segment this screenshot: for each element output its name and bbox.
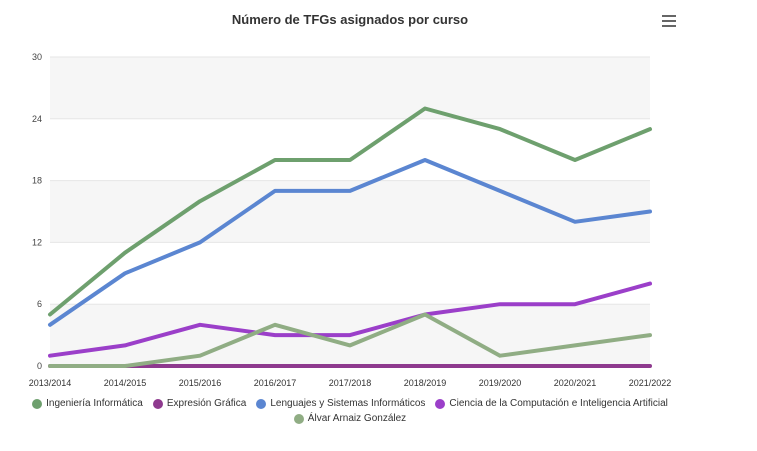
legend-row: Álvar Arnaiz González	[0, 411, 700, 426]
plot-bands	[50, 57, 650, 366]
legend-label: Expresión Gráfica	[166, 398, 247, 409]
legend-item[interactable]: Lenguajes y Sistemas Informáticos	[256, 398, 425, 409]
y-tick-label: 6	[37, 299, 42, 309]
x-tick-label: 2017/2018	[329, 378, 372, 388]
y-tick-label: 18	[32, 176, 42, 186]
legend-label: Álvar Arnaiz González	[307, 413, 407, 424]
series-line[interactable]	[48, 158, 652, 327]
chart-legend: Ingeniería Informática Expresión Gráfica L…	[0, 396, 700, 426]
series-line[interactable]	[48, 281, 652, 358]
x-tick-label: 2020/2021	[554, 378, 597, 388]
x-tick-label: 2014/2015	[104, 378, 147, 388]
x-tick-label: 2021/2022	[629, 378, 672, 388]
legend-label: Lenguajes y Sistemas Informáticos	[270, 398, 426, 409]
series-lines	[48, 106, 652, 368]
legend-item[interactable]: Álvar Arnaiz González	[293, 413, 407, 424]
legend-item[interactable]: Ingeniería Informática	[32, 398, 143, 409]
x-tick-label: 2018/2019	[404, 378, 447, 388]
legend-item[interactable]: Expresión Gráfica	[152, 398, 247, 409]
x-tick-label: 2016/2017	[254, 378, 297, 388]
legend-label: Ingeniería Informática	[46, 398, 143, 409]
legend-label: Ciencia de la Computación e Inteligencia…	[449, 398, 668, 409]
legend-row: Ingeniería Informática Expresión Gráfica L…	[0, 396, 700, 411]
hamburger-menu-icon[interactable]	[660, 12, 678, 28]
series-line[interactable]	[48, 106, 652, 317]
legend-marker-icon	[293, 413, 304, 424]
legend-marker-icon	[256, 398, 267, 409]
x-axis-ticks: 2013/2014 2014/2015 2015/2016 2016/2017 2017…	[29, 378, 672, 388]
y-tick-label: 30	[32, 52, 42, 62]
y-tick-label: 12	[32, 237, 42, 247]
x-tick-label: 2015/2016	[179, 378, 222, 388]
y-tick-label: 0	[37, 361, 42, 371]
y-axis-ticks: 0 6 12 18 24 30	[32, 52, 42, 371]
legend-marker-icon	[152, 398, 163, 409]
x-tick-label: 2019/2020	[479, 378, 522, 388]
legend-marker-icon	[32, 398, 43, 409]
legend-marker-icon	[435, 398, 446, 409]
chart-title: Número de TFGs asignados por curso	[231, 12, 469, 27]
series-line[interactable]	[48, 312, 652, 368]
legend-item[interactable]: Ciencia de la Computación e Inteligencia…	[435, 398, 668, 409]
plot-band	[50, 57, 650, 119]
x-tick-label: 2013/2014	[29, 378, 72, 388]
y-tick-label: 24	[32, 114, 42, 124]
